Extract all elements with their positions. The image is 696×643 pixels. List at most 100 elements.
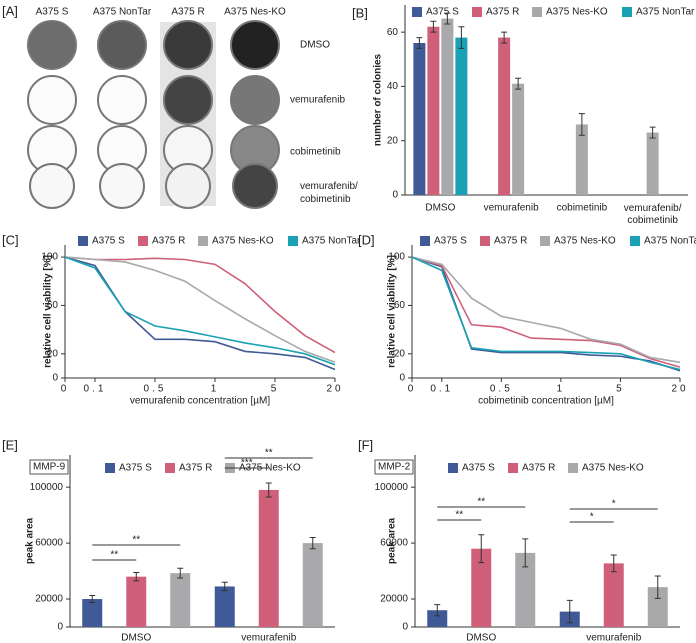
y-tick-label: 60 <box>387 27 399 38</box>
legend-swatch <box>480 236 490 246</box>
legend-swatch <box>420 236 430 246</box>
legend-label: A375 R <box>522 463 555 474</box>
chart: [F] MMP-2 peak area 0 20000 60000 100000 A375 S… <box>358 437 680 643</box>
row-label: DMSO <box>300 40 330 51</box>
column-label: A375 Nes-KO <box>224 7 286 18</box>
legend-swatch <box>448 463 458 473</box>
bar <box>170 573 191 627</box>
legend-swatch <box>630 236 640 246</box>
y-axis-label: peak area <box>25 517 36 564</box>
x-tick-label: vemurafenib/cobimetinib <box>624 203 682 226</box>
error-bar <box>578 113 585 136</box>
bar <box>603 563 624 627</box>
panel-label: [C] <box>2 232 19 247</box>
significance-label: ** <box>477 497 485 508</box>
chart: [B] number of colonies 0 20 40 60 A375 S A375 R… <box>352 5 695 226</box>
y-axis-label: relative cell viability [%] <box>43 255 54 368</box>
x-axis-label: cobimetinib concentration [µM] <box>478 396 614 407</box>
error-bar <box>265 482 272 498</box>
panel-a: [A] A375 S A375 NonTar A375 R A375 Nes-K… <box>2 3 358 209</box>
bar <box>647 587 668 627</box>
x-tick-label: 5 <box>616 384 625 395</box>
error-bar <box>515 77 522 90</box>
y-tick-label: 0 <box>392 190 398 201</box>
x-tick-label: 5 <box>271 384 280 395</box>
panel-label: [A] <box>2 3 18 18</box>
y-tick-label: 100000 <box>30 482 64 493</box>
bar <box>455 37 468 196</box>
legend-swatch <box>532 7 542 17</box>
y-tick-label: 20 <box>47 348 59 359</box>
y-axis-label: relative cell viability [%] <box>387 255 398 368</box>
error-bar <box>434 604 441 617</box>
row-label: cobimetinib <box>290 147 341 158</box>
column-label: A375 NonTar <box>93 7 152 18</box>
legend-swatch <box>540 236 550 246</box>
legend-swatch <box>165 463 175 473</box>
tag: MMP-2 <box>378 462 411 473</box>
error-bar <box>177 567 184 579</box>
error-bar <box>610 554 617 573</box>
panel-label: [D] <box>358 232 375 247</box>
bar <box>575 124 588 195</box>
x-tick-label: vemurafenib <box>484 203 539 214</box>
error-bar <box>478 534 485 564</box>
error-bar <box>133 571 140 582</box>
significance-label: * <box>590 512 594 523</box>
tag: MMP-9 <box>33 462 66 473</box>
legend-swatch <box>568 463 578 473</box>
legend-label: A375 S <box>434 236 467 247</box>
bar <box>126 576 147 627</box>
legend-swatch <box>288 236 298 246</box>
y-tick-label: 60 <box>394 300 406 311</box>
bar <box>498 37 511 196</box>
wells <box>27 20 280 209</box>
legend-swatch <box>508 463 518 473</box>
line <box>411 256 681 364</box>
y-tick-label: 60000 <box>380 538 408 549</box>
x-tick-label: 1 <box>557 384 566 395</box>
y-tick-label: 20 <box>387 135 399 146</box>
error-bar <box>649 126 656 139</box>
x-tick-label: 0.1 <box>430 384 453 395</box>
legend-label: A375 S <box>462 463 495 474</box>
bar <box>427 26 440 196</box>
column-label: A375 S <box>36 7 69 18</box>
panel-label: [B] <box>352 5 368 20</box>
significance-label: ** <box>265 448 273 459</box>
error-bar <box>89 595 96 604</box>
x-tick-label: 1 <box>211 384 220 395</box>
line <box>64 256 336 366</box>
legend-label: A375 Nes-KO <box>582 463 644 474</box>
x-tick-label: cobimetinib <box>557 203 608 214</box>
y-tick-label: 60 <box>47 300 59 311</box>
legend-swatch <box>622 7 632 17</box>
bar <box>427 610 448 627</box>
chart: [E] MMP-9 peak area 0 20000 60000 100000 A375 S… <box>2 437 335 643</box>
legend-label: A375 NonTar <box>644 236 696 247</box>
y-tick-label: 0 <box>52 373 58 384</box>
x-tick-label: 20 <box>326 384 343 395</box>
x-tick-label: DMSO <box>425 203 455 214</box>
x-tick-label: 20 <box>671 384 688 395</box>
legend-swatch <box>138 236 148 246</box>
tag-box <box>374 459 414 475</box>
x-tick-label: 0 <box>408 384 417 395</box>
y-tick-label: 0 <box>399 373 405 384</box>
bar <box>258 489 279 627</box>
y-tick-label: 20 <box>394 348 406 359</box>
significance-label: * <box>612 499 616 510</box>
x-tick-label: 0.5 <box>144 384 167 395</box>
row-label: vemurafenib/cobimetinib <box>300 181 358 205</box>
error-bar <box>416 37 423 49</box>
legend-label: A375 S <box>92 236 125 247</box>
line <box>411 256 681 368</box>
legend-label: A375 NonTar <box>302 236 361 247</box>
y-tick-label: 100 <box>41 252 58 263</box>
line <box>411 256 681 371</box>
y-tick-label: 0 <box>57 622 63 633</box>
legend-label: A375 R <box>494 236 527 247</box>
chart: [C] relative cell viability [%] vemurafeni… <box>2 232 361 406</box>
y-tick-label: 100 <box>388 252 405 263</box>
